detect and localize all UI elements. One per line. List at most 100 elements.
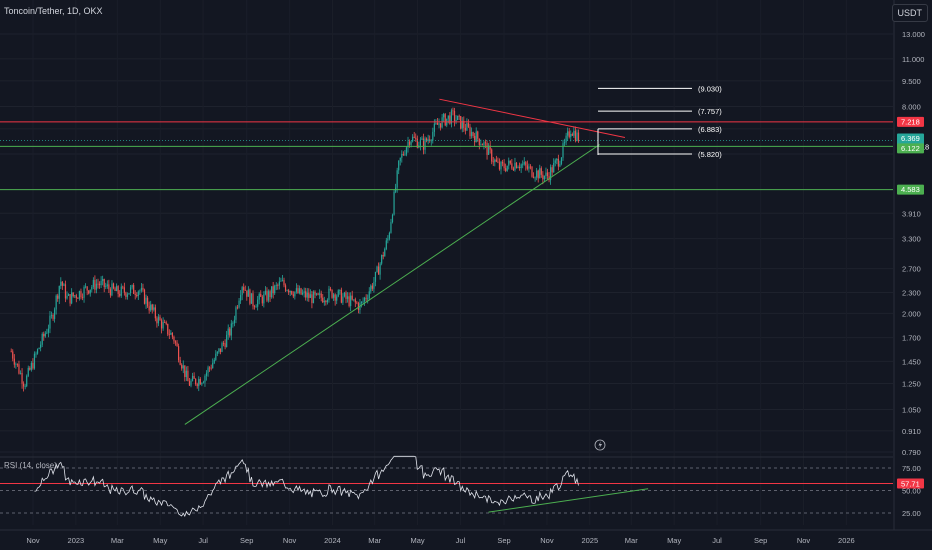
candle-body — [424, 138, 426, 150]
candle-body — [100, 280, 102, 286]
time-tick: 2026 — [838, 536, 855, 545]
candle-body — [314, 291, 316, 295]
candle-body — [274, 285, 276, 294]
candle-body — [460, 116, 462, 129]
price-tick: 1.450 — [902, 357, 921, 366]
candle-body — [64, 284, 67, 299]
candle-body — [209, 367, 211, 369]
candle-body — [525, 162, 527, 166]
candle-body — [470, 132, 473, 137]
candle-body — [30, 362, 32, 370]
candle-body — [173, 336, 175, 342]
candle-body — [210, 367, 212, 369]
candle-body — [551, 167, 553, 173]
candle-body — [75, 295, 77, 299]
candle-body — [150, 304, 152, 311]
candle-body — [154, 307, 156, 319]
candle-body — [505, 168, 507, 171]
candle-body — [393, 191, 395, 215]
candle-body — [167, 323, 169, 335]
candle-body — [514, 162, 516, 171]
candle-body — [339, 289, 341, 291]
rising-support-trendline — [184, 144, 600, 425]
price-tick: 2.300 — [902, 289, 921, 298]
candle-body — [219, 348, 222, 352]
candle-body — [224, 343, 226, 348]
candle-body — [419, 139, 422, 146]
candle-body — [469, 126, 471, 137]
candle-body — [444, 114, 446, 126]
candle-body — [379, 263, 381, 275]
target-label: (6.883) — [698, 125, 722, 134]
candle-body — [404, 154, 406, 156]
candle-body — [474, 135, 476, 143]
candle-body — [134, 293, 136, 295]
candle-body — [303, 291, 305, 293]
candle-body — [384, 248, 386, 257]
rsi-indicator-label[interactable]: RSI (14, close) — [4, 461, 57, 470]
candle-body — [557, 158, 559, 167]
time-tick: May — [153, 536, 167, 545]
candle-body — [54, 309, 56, 319]
candle-body — [492, 161, 494, 163]
candle-body — [348, 296, 350, 307]
candle-body — [204, 375, 206, 383]
support-upper-price-tag-text: 6.122 — [901, 144, 920, 153]
candle-body — [519, 167, 521, 168]
candle-body — [24, 386, 26, 388]
candle-body — [12, 351, 14, 359]
candle-body — [137, 291, 139, 297]
candle-body — [568, 131, 570, 138]
candle-body — [123, 287, 125, 293]
candle-body — [281, 280, 284, 281]
candle-body — [58, 285, 60, 299]
candle-body — [38, 347, 40, 350]
candle-body — [427, 139, 429, 142]
candle-body — [565, 135, 567, 143]
candle-body — [55, 295, 57, 310]
candle-body — [536, 170, 538, 178]
candle-body — [295, 288, 298, 292]
candle-body — [515, 162, 518, 169]
candle-body — [269, 291, 271, 298]
candle-body — [449, 115, 451, 124]
candle-body — [196, 384, 198, 387]
candle-body — [126, 294, 129, 297]
candle-body — [447, 115, 449, 119]
candle-body — [131, 285, 133, 288]
candle-body — [157, 316, 160, 324]
candle-body — [534, 177, 536, 179]
candle-body — [480, 144, 482, 146]
candle-body — [365, 297, 367, 299]
candle-body — [374, 271, 377, 282]
candle-body — [554, 160, 556, 163]
candle-body — [501, 161, 504, 164]
candle-body — [201, 383, 203, 385]
candle-body — [61, 281, 63, 286]
candle-body — [171, 332, 174, 337]
candle-body — [119, 293, 121, 296]
price-tick: 8.000 — [902, 102, 921, 111]
candle-body — [401, 154, 403, 158]
candle-body — [315, 293, 318, 295]
candle-body — [71, 292, 73, 304]
currency-button[interactable]: USDT — [891, 4, 928, 22]
candle-body — [247, 289, 249, 297]
rsi-value-tag-text: 57.71 — [901, 480, 920, 489]
symbol-title[interactable]: Toncoin/Tether, 1D, OKX — [4, 6, 103, 16]
candle-body — [86, 286, 88, 291]
candle-body — [160, 320, 163, 329]
candle-body — [438, 123, 440, 125]
candle-body — [178, 346, 180, 361]
price-tick: 0.790 — [902, 448, 921, 457]
candle-body — [362, 301, 364, 303]
candle-body — [89, 289, 91, 294]
candle-body — [410, 141, 412, 145]
candle-body — [143, 289, 146, 304]
candle-body — [249, 289, 251, 304]
candle-body — [350, 295, 352, 307]
candle-body — [426, 138, 428, 142]
candle-body — [289, 291, 291, 293]
time-tick: 2024 — [324, 536, 341, 545]
